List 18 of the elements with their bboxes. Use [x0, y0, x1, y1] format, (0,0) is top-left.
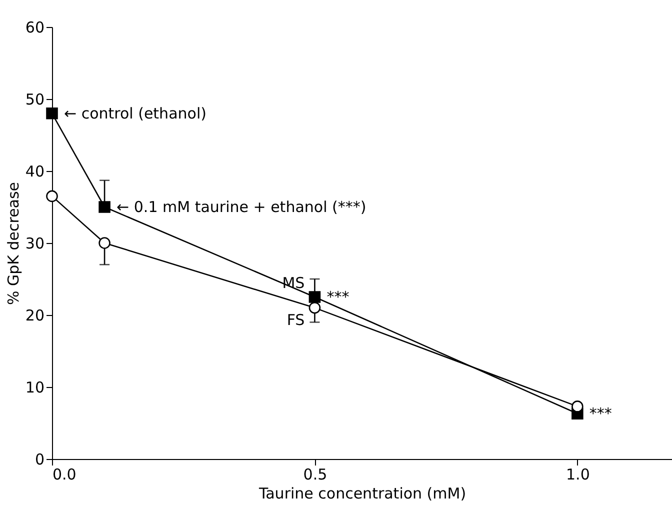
x-tick-label: 0.5	[303, 466, 328, 484]
y-tick-label: 40	[25, 162, 44, 180]
x-tick-label: 0.0	[52, 466, 76, 484]
series-label: MS	[282, 274, 305, 292]
y-tick-label: 0	[34, 450, 44, 468]
x-axis-title: Taurine concentration (mM)	[258, 484, 466, 502]
annotation: ← control (ethanol)	[64, 104, 206, 122]
y-tick-label: 60	[25, 18, 44, 36]
annotation: ***	[589, 404, 612, 423]
y-tick-label: 20	[25, 306, 44, 324]
y-axis-title: % GpK decrease	[4, 182, 22, 306]
annotation: ← 0.1 mM taurine + ethanol (***)	[116, 198, 366, 216]
y-tick-label: 10	[25, 378, 44, 396]
x-tick-label: 1.0	[566, 466, 590, 484]
y-tick-label: 50	[25, 90, 44, 108]
series-label: FS	[286, 310, 305, 329]
annotation: ***	[326, 288, 350, 306]
y-tick-label: 30	[25, 234, 44, 252]
